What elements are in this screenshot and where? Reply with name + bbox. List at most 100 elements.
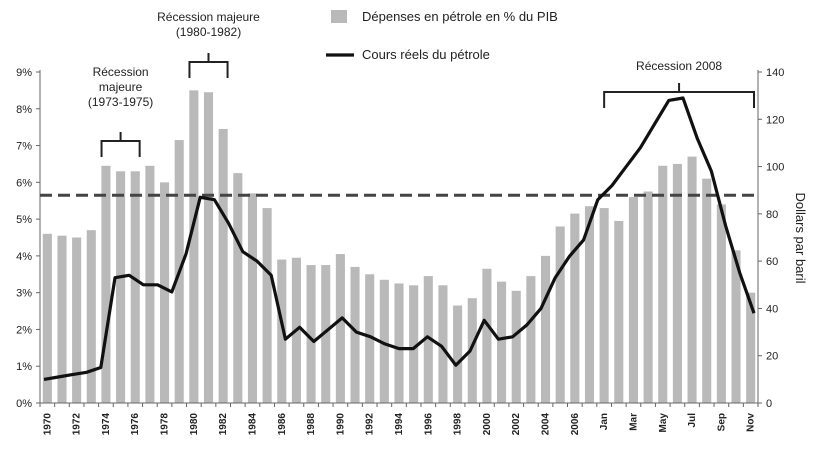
bar xyxy=(746,292,756,403)
y-left-tick-label: 5% xyxy=(16,214,32,226)
bar xyxy=(394,283,404,403)
y-right-tick-label: 60 xyxy=(766,256,778,268)
y-right-tick-label: 80 xyxy=(766,209,778,221)
price-line xyxy=(43,96,756,381)
x-tick-label: 1980 xyxy=(189,413,200,436)
bar xyxy=(365,274,375,403)
bar xyxy=(350,266,360,403)
bar xyxy=(203,92,214,403)
x-tick-label: Jul xyxy=(687,413,698,428)
legend: Dépenses en pétrole en % du PIB Cours ré… xyxy=(326,9,558,62)
x-tick-label: Sep xyxy=(716,413,727,431)
x-tick-label: 1982 xyxy=(218,413,229,436)
x-tick-label: 2006 xyxy=(570,413,581,436)
x-tick-label: 1986 xyxy=(277,413,288,436)
bar xyxy=(570,213,580,403)
bar xyxy=(277,259,287,403)
bar xyxy=(130,171,140,403)
bar xyxy=(218,129,228,403)
x-tick-label: 1972 xyxy=(72,413,83,436)
y-axis-right: 0 20 40 60 80 100 120 140 xyxy=(757,67,784,410)
y-right-tick-label: 120 xyxy=(766,114,784,126)
bar xyxy=(555,226,565,403)
recession-bracket xyxy=(100,140,141,157)
y-left-tick-label: 1% xyxy=(16,361,32,373)
x-tick-label: 1984 xyxy=(247,413,258,436)
x-tick-label: 2002 xyxy=(511,413,522,436)
y-right-tick-label: 40 xyxy=(766,303,778,315)
bar xyxy=(702,178,712,403)
y-right-tick-label: 140 xyxy=(766,67,784,79)
recession-bracket xyxy=(188,61,229,78)
bar xyxy=(306,265,316,403)
bar xyxy=(321,265,331,403)
x-tick-label: 1978 xyxy=(160,413,171,436)
bar xyxy=(687,156,697,403)
x-tick-label: Nov xyxy=(746,413,757,432)
recession-label: Récession 2008 xyxy=(636,59,722,73)
bar xyxy=(72,237,82,403)
bar xyxy=(101,165,111,403)
recession-label: (1973-1975) xyxy=(88,95,153,109)
bar xyxy=(57,235,67,403)
recession-label: Récession xyxy=(93,65,149,79)
bar xyxy=(438,285,448,403)
y-axis-right-title: Dollars par baril xyxy=(793,192,808,283)
y-left-tick-label: 9% xyxy=(16,67,32,79)
bar xyxy=(526,276,536,403)
bar xyxy=(467,298,477,403)
x-tick-label: 1992 xyxy=(365,413,376,436)
x-tick-label: 1988 xyxy=(306,413,317,436)
bar xyxy=(628,197,638,403)
x-tick-label: 1998 xyxy=(453,413,464,436)
bar xyxy=(160,182,170,403)
y-left-tick-label: 4% xyxy=(16,251,32,263)
x-tick-label: 1994 xyxy=(394,413,405,436)
x-tick-label: 1996 xyxy=(423,413,434,436)
y-left-tick-label: 0% xyxy=(16,398,32,410)
x-tick-label: 1990 xyxy=(335,413,346,436)
bar xyxy=(614,220,624,403)
bar xyxy=(658,165,668,403)
bar xyxy=(672,163,682,403)
bar xyxy=(116,171,126,403)
bar xyxy=(423,276,433,403)
legend-bar-label: Dépenses en pétrole en % du PIB xyxy=(362,9,558,24)
bar xyxy=(189,90,199,403)
x-tick-label: 1974 xyxy=(101,413,112,436)
x-axis: 1970 1972 1974 1976 1978 1980 1982 1984 1986 1988… xyxy=(39,402,759,436)
bar xyxy=(233,173,243,403)
bar xyxy=(584,206,595,403)
y-right-tick-label: 100 xyxy=(766,162,784,174)
legend-bar-swatch xyxy=(331,10,347,23)
x-tick-label: 2004 xyxy=(541,413,552,436)
recession-label: Récession majeure xyxy=(157,10,260,24)
y-right-tick-label: 20 xyxy=(766,351,778,363)
y-right-tick-label: 0 xyxy=(766,398,772,410)
bar xyxy=(335,254,345,403)
bar xyxy=(379,279,389,403)
x-tick-label: 1970 xyxy=(42,413,53,436)
x-tick-label: 1976 xyxy=(130,413,141,436)
x-tick-label: Jan xyxy=(599,413,610,430)
bar xyxy=(482,268,492,403)
bar xyxy=(409,285,419,403)
y-axis-left: 0% 1% 2% 3% 4% 5% 6% 7% 8% 9% xyxy=(16,67,41,410)
bar xyxy=(497,281,507,403)
legend-line-label: Cours réels du pétrole xyxy=(362,47,490,62)
bar xyxy=(731,250,741,403)
recession-label: majeure xyxy=(99,80,143,94)
bar xyxy=(453,305,463,403)
y-left-tick-label: 7% xyxy=(16,141,32,153)
bar xyxy=(511,290,521,403)
x-tick-label: May xyxy=(658,413,669,433)
recession-label: (1980-1982) xyxy=(176,25,241,39)
bar xyxy=(716,204,726,403)
bar xyxy=(86,230,96,403)
bar xyxy=(643,191,653,403)
y-left-tick-label: 6% xyxy=(16,177,32,189)
y-left-tick-label: 3% xyxy=(16,288,32,300)
bar xyxy=(540,255,551,403)
